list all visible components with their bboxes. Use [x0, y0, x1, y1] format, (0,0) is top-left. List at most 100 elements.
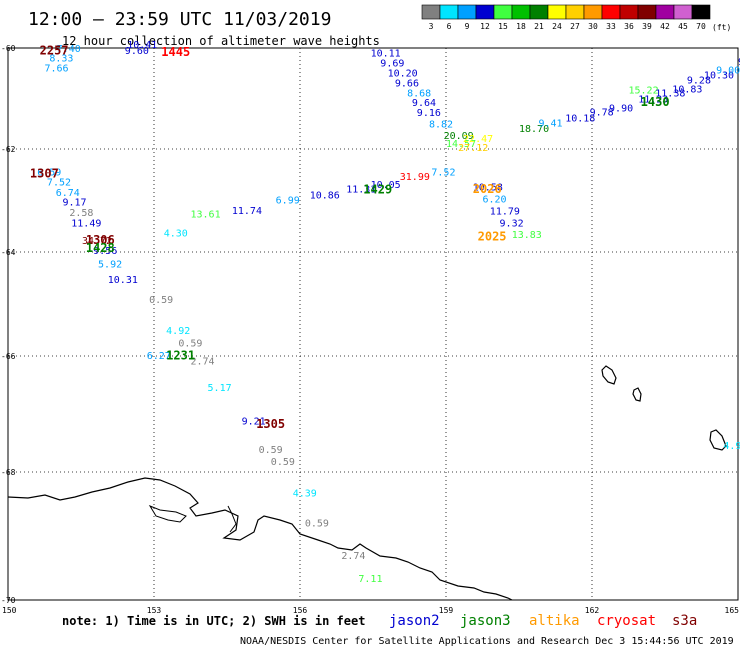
legend-swatch [511, 4, 531, 20]
legend-label: 36 [624, 22, 634, 31]
wave-height-value: 6.99 [276, 196, 300, 207]
wave-height-value: 31.99 [400, 172, 430, 183]
satellite-name: jason3 [460, 613, 511, 629]
pass-time-label: 1306 [86, 233, 115, 247]
lat-lon-grid [8, 48, 738, 600]
wave-height-value: 9.78 [590, 108, 614, 119]
legend-swatch [475, 4, 495, 20]
wave-height-value: 6.27 [147, 351, 171, 362]
satellite-name: cryosat [597, 613, 656, 629]
wave-height-value: 11.49 [71, 218, 101, 229]
wave-height-value: 7.66 [45, 64, 69, 75]
satellite-legend: jason2 jason3 altika cryosat s3a [389, 613, 697, 629]
wave-height-value: 9.56 [93, 246, 117, 257]
footer-note: note: 1) Time is in UTC; 2) SWH is in fe… [62, 614, 365, 628]
legend-label: 12 [480, 22, 490, 31]
wave-height-value: 4.30 [164, 229, 188, 240]
legend-swatch [691, 4, 711, 20]
wave-height-value: 10.30 [704, 70, 734, 81]
longitude-tick-label: 156 [293, 606, 308, 615]
wave-height-value: 9.60 [125, 46, 149, 57]
wave-height-value: 0.59 [271, 457, 295, 468]
wave-height-value: 7.52 [47, 178, 71, 189]
legend-label: 3 [429, 22, 434, 31]
wave-height-value: 8.68 [407, 88, 431, 99]
legend-label: 45 [678, 22, 688, 31]
legend-swatch [547, 4, 567, 20]
wave-height-value: 9.28 [687, 75, 711, 86]
legend-label: 42 [660, 22, 670, 31]
longitude-tick-label: 153 [147, 606, 162, 615]
wave-height-value: 0.59 [259, 445, 283, 456]
wave-height-value: 13.83 [512, 230, 542, 241]
wave-height-value: 4.92 [166, 326, 190, 337]
legend-label: 9 [465, 22, 470, 31]
longitude-axis: 150 153 156 159 162 165 [2, 606, 739, 615]
legend-swatch [439, 4, 459, 20]
latitude-tick-label: -66 [1, 352, 16, 361]
map-subtitle: 12 hour collection of altimeter wave hei… [62, 34, 380, 48]
longitude-tick-label: 162 [585, 606, 600, 615]
antarctica-coastline [7, 477, 513, 601]
longitude-tick-label: 165 [725, 606, 740, 615]
coast-peninsula [227, 505, 237, 533]
latitude-axis: -60 -62 -64 -66 -68 -70 [1, 44, 16, 605]
pass-time-label: 2025 [478, 230, 507, 244]
legend-swatch [457, 4, 477, 20]
legend-swatch [655, 4, 675, 20]
island-3 [709, 429, 727, 451]
pass-time-label: 1305 [256, 417, 285, 431]
wave-height-legend: 3 6 9 12 15 18 21 24 27 30 33 36 39 42 45 70 [421, 4, 711, 31]
wave-height-observations: 7.408.337.6610.419.606.597.526.749.172.5… [37, 40, 740, 585]
wave-height-value: 11.23 [638, 95, 668, 106]
satellite-name: altika [529, 613, 580, 629]
wave-height-value: 9.41 [538, 118, 562, 129]
wave-height-value: 10.31 [108, 275, 138, 286]
latitude-tick-label: -62 [1, 145, 16, 154]
wave-height-value: 10.20 [388, 68, 418, 79]
wave-height-value: 9.90 [609, 104, 633, 115]
wave-height-value: 6.74 [56, 188, 80, 199]
legend-swatch [493, 4, 513, 20]
wave-height-value: 5.92 [98, 260, 122, 271]
wave-height-value: 6.20 [483, 195, 507, 206]
wave-height-value: 10.18 [565, 114, 595, 125]
wave-height-value: 2.74 [341, 551, 365, 562]
wave-height-value: 34.72 [82, 236, 112, 247]
wave-height-value: 13.61 [191, 209, 221, 220]
legend-label: 33 [606, 22, 616, 31]
legend-swatch [637, 4, 657, 20]
latitude-tick-label: -64 [1, 248, 16, 257]
wave-height-value: 15.22 [629, 85, 659, 96]
wave-height-value: 9.00 [716, 65, 740, 76]
pass-time-label: 1429 [363, 182, 392, 196]
pass-time-label: 2026 [473, 182, 502, 196]
satellite-name: jason2 [389, 613, 440, 629]
legend-label: 30 [588, 22, 598, 31]
legend-swatch [565, 4, 585, 20]
legend-swatch [583, 4, 603, 20]
coast-inlet [148, 504, 187, 523]
wave-height-value: 0.59 [305, 518, 329, 529]
legend-label: 18 [516, 22, 526, 31]
wave-height-value: 10.11 [371, 49, 401, 60]
pass-time-label: 1231 [166, 348, 195, 362]
legend-label: 6 [447, 22, 452, 31]
wave-height-value: 5.17 [208, 383, 232, 394]
legend-swatch [529, 4, 549, 20]
map-frame [7, 47, 739, 601]
wave-height-value: 10.86 [310, 190, 340, 201]
wave-height-value: 2.74 [191, 357, 215, 368]
wave-height-value: 27.12 [458, 143, 488, 154]
wave-height-value: 0.59 [178, 339, 202, 350]
wave-height-value: 7.11 [358, 574, 382, 585]
legend-label: 15 [498, 22, 508, 31]
wave-height-value: 0.59 [149, 295, 173, 306]
wave-height-value: 8.33 [49, 54, 73, 65]
legend-label: 39 [642, 22, 652, 31]
wave-height-value: 9.85 [738, 57, 740, 68]
footer-credit: NOAA/NESDIS Center for Satellite Applica… [240, 636, 734, 647]
wave-height-value: 9.32 [500, 218, 524, 229]
